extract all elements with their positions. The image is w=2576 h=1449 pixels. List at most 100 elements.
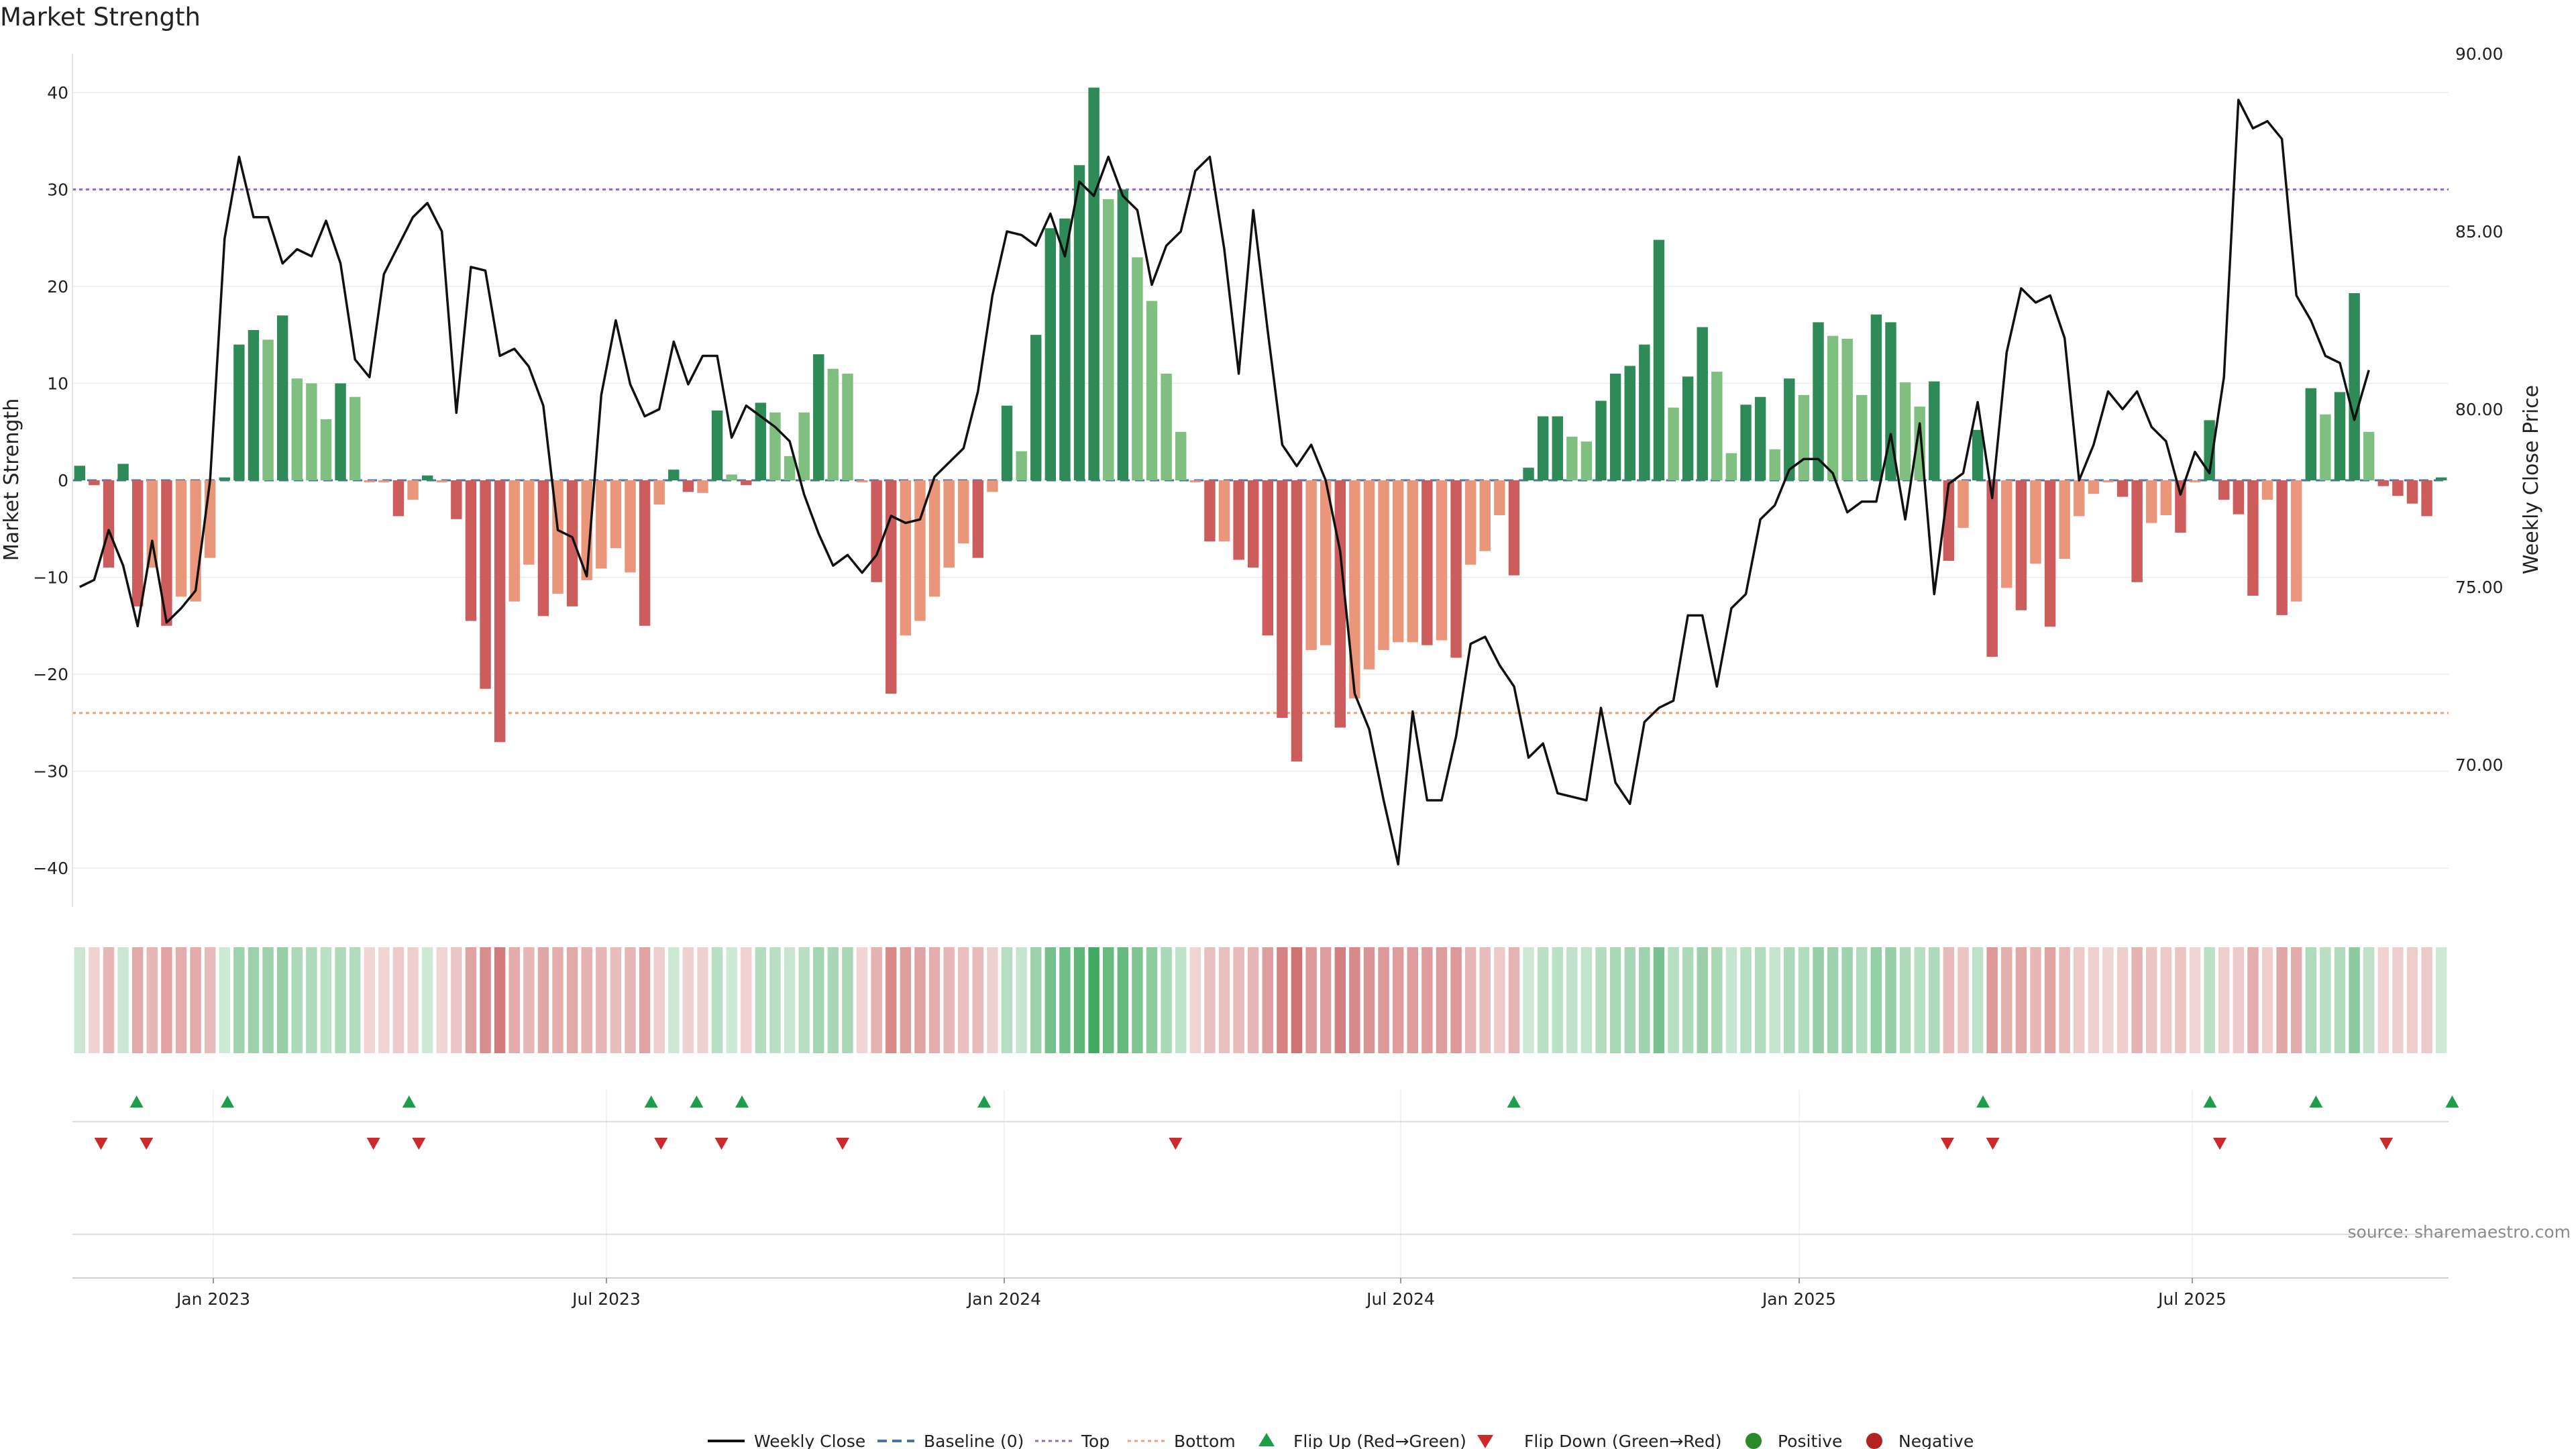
strength-bar (1566, 436, 1578, 480)
strength-bar (1407, 480, 1418, 643)
strength-bar (523, 480, 535, 565)
strength-bar (1870, 314, 1882, 480)
strength-bar (1233, 480, 1244, 560)
heat-cell (1653, 947, 1665, 1053)
heat-cell (306, 947, 317, 1053)
heat-cell (1929, 947, 1940, 1053)
strength-bar (566, 480, 578, 606)
strength-bar (1421, 480, 1433, 645)
chart-title: Market Strength (0, 3, 201, 32)
y2-tick-label: 90.00 (2455, 44, 2504, 64)
strength-bar (1668, 407, 1679, 480)
strength-bar (1146, 301, 1158, 480)
strength-bar (1436, 480, 1448, 641)
heat-cell (928, 947, 941, 1053)
heat-cell (726, 947, 737, 1053)
legend-bottom: Bottom (1174, 1432, 1236, 1449)
heat-cell (1305, 947, 1317, 1053)
strength-bar (1580, 441, 1593, 480)
strength-bar (233, 344, 245, 480)
strength-bar (1827, 335, 1839, 480)
strength-bar (1929, 381, 1940, 480)
heat-cell (2218, 947, 2230, 1053)
legend-top: Top (1081, 1432, 1110, 1449)
heat-cell (1146, 947, 1158, 1053)
strength-bar (2001, 480, 2012, 588)
strength-bar (900, 480, 912, 636)
heat-cell (1320, 947, 1332, 1053)
heat-cell (378, 947, 390, 1053)
strength-bar (2421, 480, 2432, 517)
source-note: source: sharemaestro.com (2348, 1222, 2571, 1242)
flip-down-marker (2379, 1138, 2394, 1150)
heat-cell (2349, 947, 2360, 1053)
heat-cell (900, 947, 912, 1053)
strength-bar (421, 475, 433, 480)
strength-bar (219, 477, 230, 480)
right-axis: 90.00 85.00 80.00 75.00 70.00 (2455, 44, 2504, 775)
heat-cell (1813, 947, 1824, 1053)
strength-bar (610, 480, 622, 549)
heat-cell (1754, 947, 1766, 1053)
heat-cell (1073, 947, 1085, 1053)
strength-bar (2247, 480, 2259, 596)
legend-flip-down-icon (1477, 1435, 1493, 1448)
legend-baseline: Baseline (0) (924, 1432, 1024, 1449)
heat-cell (2421, 947, 2432, 1053)
strength-heat-strip (74, 947, 2447, 1053)
heat-cell (1247, 947, 1259, 1053)
heat-cell (1580, 947, 1593, 1053)
heat-cell (827, 947, 839, 1053)
heat-cell (2320, 947, 2331, 1053)
y-axis-label: Market Strength (0, 398, 23, 561)
x-tick-label: Jul 2025 (2157, 1289, 2226, 1309)
strength-bar (1305, 480, 1317, 650)
heat-cell (262, 947, 274, 1053)
strength-bar (1392, 480, 1404, 643)
strength-bar (204, 480, 216, 558)
strength-bar (494, 480, 506, 743)
strength-bar (1552, 416, 1563, 480)
heat-cell (711, 947, 723, 1053)
heat-cell (1972, 947, 1984, 1053)
strength-bar (1059, 218, 1071, 480)
strength-bar (2377, 480, 2390, 486)
strength-bar (1103, 199, 1114, 480)
strength-bar (2204, 420, 2215, 480)
legend-flip-up-icon (1258, 1433, 1275, 1446)
flip-down-marker (140, 1138, 154, 1150)
strength-bar (2291, 480, 2302, 602)
strength-bar (2305, 388, 2317, 480)
heat-cell (1421, 947, 1433, 1053)
strength-bar (1813, 322, 1824, 480)
heat-cell (697, 947, 708, 1053)
heat-cell (741, 947, 752, 1053)
heat-cell (1349, 947, 1360, 1053)
heat-cell (596, 947, 607, 1053)
heat-cell (842, 947, 853, 1053)
strength-bar (306, 383, 317, 480)
legend-negative: Negative (1898, 1432, 1974, 1449)
y-tick-label: 40 (47, 83, 68, 103)
strength-bar (596, 480, 607, 569)
x-axis: Jan 2023 Jul 2023 Jan 2024 Jul 2024 Jan 2025… (72, 1277, 2449, 1309)
strength-bar (798, 412, 810, 480)
heat-cell (1841, 947, 1853, 1053)
strength-bar (1016, 451, 1027, 480)
strength-bar (2131, 480, 2143, 582)
heat-cell (204, 947, 216, 1053)
heat-cell (1508, 947, 1520, 1053)
heat-cell (1537, 947, 1549, 1053)
strength-bar (1349, 480, 1360, 699)
heat-cell (1479, 947, 1491, 1053)
strength-bar (320, 419, 332, 480)
heat-cell (987, 947, 998, 1053)
strength-bar (711, 410, 723, 480)
strength-bar (2320, 414, 2331, 480)
flip-up-marker (129, 1095, 144, 1108)
strength-bar (291, 378, 303, 480)
flip-up-marker (977, 1095, 991, 1108)
heat-cell (523, 947, 535, 1053)
strength-bar (364, 480, 375, 482)
heat-cell (1870, 947, 1882, 1053)
